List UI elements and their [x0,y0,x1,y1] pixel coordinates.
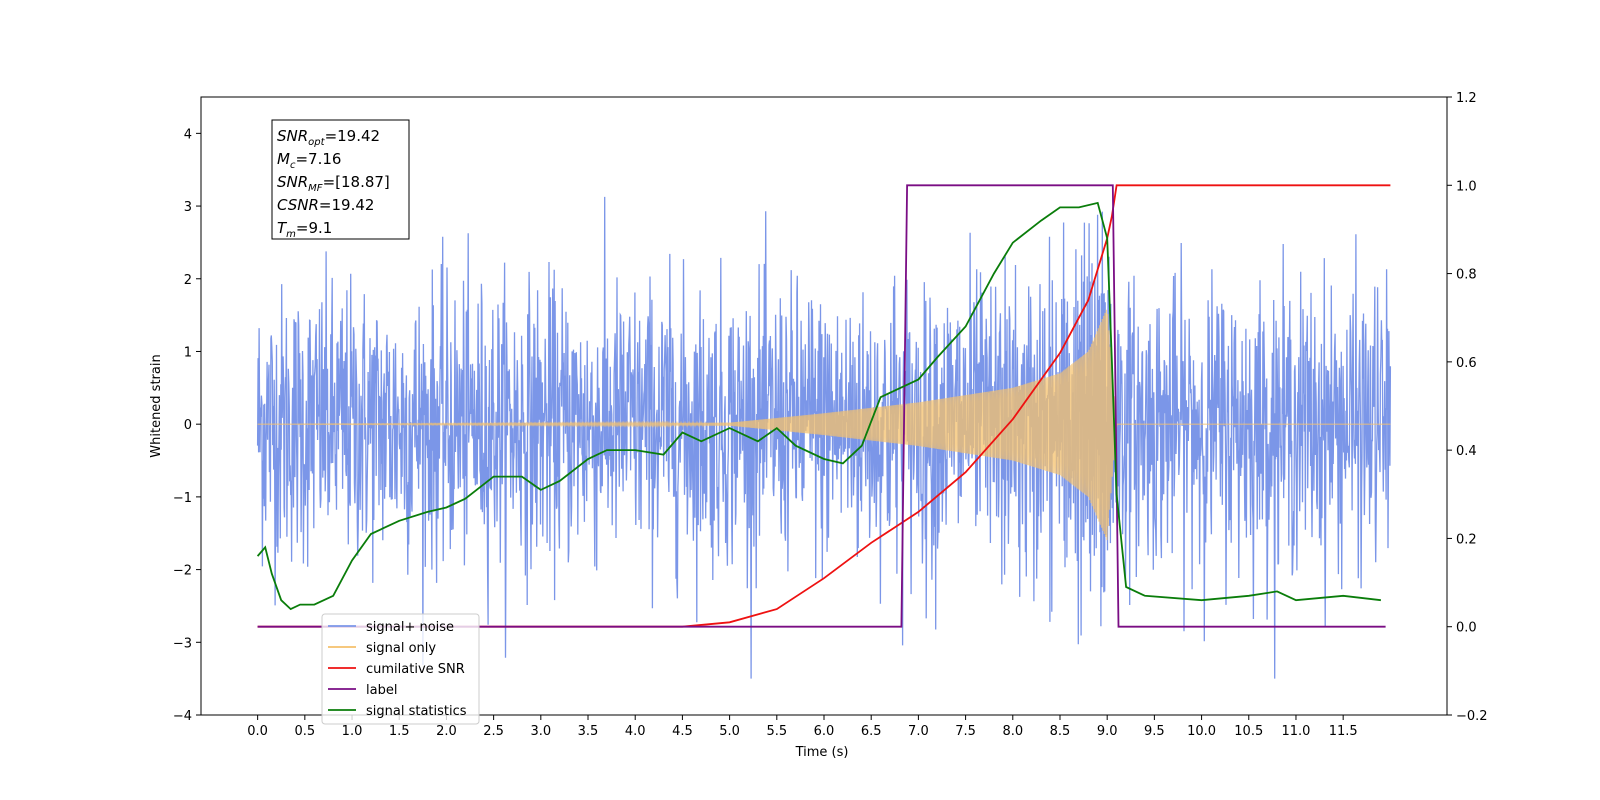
legend-entry: signal+ noise [366,620,454,635]
x-tick-label: 4.5 [672,724,693,739]
stats-symbol: T [277,219,288,237]
y-tick-label: −3 [173,636,192,651]
x-tick-label: 10.5 [1234,724,1263,739]
y-tick-label: 2 [184,273,192,288]
stats-symbol: SNR [277,173,308,191]
y2-tick-label: 0.2 [1456,532,1477,547]
legend-entry: signal only [366,641,436,656]
series-label [257,184,1386,628]
x-tick-label: 2.5 [483,724,504,739]
stats-symbol: M [277,150,290,168]
stats-subscript: MF [308,183,323,194]
x-tick-label: 6.5 [861,724,882,739]
stats-subscript: c [290,160,296,171]
y-tick-label: 4 [184,127,192,142]
y-tick-label: 0 [184,418,192,433]
legend-entry: label [366,683,397,698]
x-tick-label: 11.0 [1281,724,1310,739]
legend-frame [321,613,480,725]
stats-subscript: opt [308,137,325,148]
y-axis-label: Whitened strain [149,354,164,457]
stats-value: =7.16 [295,150,341,168]
y-tick-label: 3 [184,200,192,215]
stats-box-frame [271,119,410,240]
x-tick-label: 11.5 [1329,724,1358,739]
x-tick-label: 8.0 [1002,724,1023,739]
stats-subscript: m [286,229,296,240]
x-tick-label: 2.0 [436,724,457,739]
x-tick-label: 5.5 [766,724,787,739]
stats-line: Tm=9.1 [277,219,332,240]
stats-line: SNRopt=19.42 [277,127,380,148]
stats-symbol: CSNR [277,196,319,214]
x-tick-label: 0.5 [294,724,315,739]
y-tick-label: −1 [173,491,192,506]
x-axis-label: Time (s) [795,745,849,760]
x-tick-label: 0.0 [247,724,268,739]
x-tick-label: 7.0 [908,724,929,739]
y-tick-label: −4 [173,709,192,724]
series-signal-only [257,309,1391,541]
y2-tick-label: 0.8 [1456,268,1477,283]
stats-line: Mc=7.16 [277,150,341,171]
series-signal-statistics [256,201,1382,611]
stats-value: =19.42 [325,127,381,145]
series-layer [256,184,1392,679]
y2-tick-label: 0.4 [1456,444,1477,459]
legend: signal+ noise signal only cumilative SNR la… [321,613,480,725]
x-tick-label: 1.0 [342,724,363,739]
x-tick-label: 1.5 [389,724,410,739]
series-cumulative-snr [257,184,1391,628]
y2-tick-label: 0.6 [1456,356,1477,371]
legend-entry: signal statistics [366,704,467,719]
y-tick-label: 1 [184,345,192,360]
x-tick-label: 4.0 [625,724,646,739]
x-tick-label: 10.0 [1187,724,1216,739]
x-axis: 0.0 0.5 1.0 1.5 2.0 2.5 3.0 3.5 4.0 4.5 5.0 5.5 6.0 6… [247,715,1358,739]
stats-box: SNRopt=19.42Mc=7.16SNRMF=[18.87]CSNR=19.… [271,119,410,240]
x-tick-label: 3.5 [578,724,599,739]
stats-line: SNRMF=[18.87] [277,173,390,194]
stats-line: CSNR=19.42 [277,196,374,214]
y2-tick-label: 0.0 [1456,621,1477,636]
x-tick-label: 8.5 [1050,724,1071,739]
y2-tick-label: 1.0 [1456,179,1477,194]
x-tick-label: 5.0 [719,724,740,739]
legend-entry: cumilative SNR [366,662,465,677]
x-tick-label: 9.5 [1144,724,1165,739]
stats-value: =9.1 [296,219,332,237]
stats-value: =19.42 [319,196,375,214]
x-tick-label: 6.0 [814,724,835,739]
y2-tick-label: −0.2 [1456,709,1488,724]
x-tick-label: 7.5 [955,724,976,739]
x-tick-label: 9.0 [1097,724,1118,739]
y2-tick-label: 1.2 [1456,91,1477,106]
y-axis-left: −4 −3 −2 −1 0 1 2 3 4 [173,127,201,724]
x-tick-label: 3.0 [530,724,551,739]
stats-symbol: SNR [277,127,308,145]
y-tick-label: −2 [173,564,192,579]
y-axis-right: −0.2 0.0 0.2 0.4 0.6 0.8 1.0 1.2 [1447,91,1488,724]
stats-value: =[18.87] [323,173,390,191]
